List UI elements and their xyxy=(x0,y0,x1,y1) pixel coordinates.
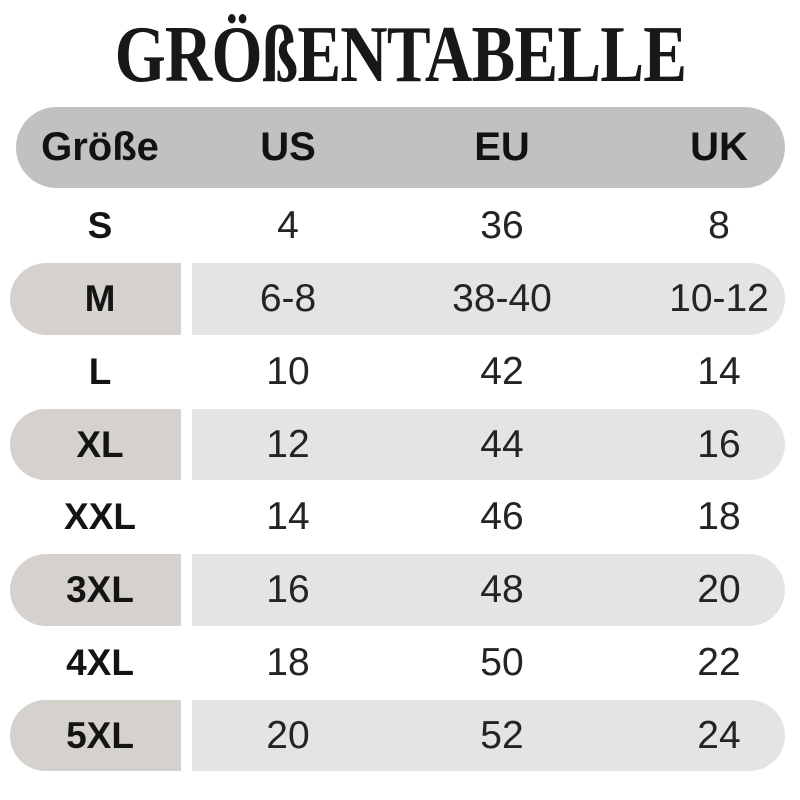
table-row-4xl: 4XL 18 50 22 xyxy=(0,627,800,700)
us-value: 12 xyxy=(266,422,310,466)
column-header-uk: UK xyxy=(690,125,748,169)
table-row-3xl: 3XL 16 48 20 xyxy=(0,554,800,627)
table-header-row: Größe US EU UK xyxy=(0,107,800,188)
eu-value: 42 xyxy=(480,349,524,393)
size-label: XL xyxy=(76,423,124,465)
size-pill-background xyxy=(10,408,181,481)
us-value: 20 xyxy=(266,713,310,757)
size-label: M xyxy=(84,278,116,320)
column-header-us: US xyxy=(260,125,316,169)
uk-value: 8 xyxy=(708,204,730,248)
table-row-5xl: 5XL 20 52 24 xyxy=(0,699,800,772)
row-band-background xyxy=(192,699,785,772)
uk-value: 22 xyxy=(697,640,741,684)
size-pill-background xyxy=(10,554,181,626)
row-band-background xyxy=(192,554,785,626)
us-value: 18 xyxy=(266,640,310,684)
table-row-xxl: XXL 14 46 18 xyxy=(0,481,800,554)
uk-value: 10-12 xyxy=(669,277,769,321)
header-cells: Größe US EU UK xyxy=(0,107,800,188)
eu-value: 38-40 xyxy=(452,277,552,321)
eu-value: 50 xyxy=(480,640,524,684)
uk-value: 20 xyxy=(697,568,741,612)
eu-value: 52 xyxy=(480,713,524,757)
table-row-l: L 10 42 14 xyxy=(0,336,800,409)
size-label: L xyxy=(88,350,112,392)
uk-value: 24 xyxy=(697,713,741,757)
page-title-wrap: GRÖßENTABELLE xyxy=(0,12,800,98)
table-body: S 4 36 8 M 6-8 38-40 10-12 L 10 42 14 XL… xyxy=(0,190,800,772)
table-row-s: S 4 36 8 xyxy=(0,190,800,263)
size-label: 3XL xyxy=(66,569,134,611)
uk-value: 14 xyxy=(697,349,741,393)
uk-value: 16 xyxy=(697,422,741,466)
us-value: 4 xyxy=(277,204,299,248)
uk-value: 18 xyxy=(697,495,741,539)
column-header-groesse: Größe xyxy=(41,125,159,169)
us-value: 14 xyxy=(266,495,310,539)
eu-value: 48 xyxy=(480,568,524,612)
page-title: GRÖßENTABELLE xyxy=(114,11,686,99)
eu-value: 36 xyxy=(480,204,524,248)
size-label: XXL xyxy=(64,496,136,538)
size-pill-background xyxy=(10,263,181,335)
us-value: 16 xyxy=(266,568,310,612)
size-label: 5XL xyxy=(66,714,134,756)
eu-value: 46 xyxy=(480,495,524,539)
column-header-eu: EU xyxy=(474,125,530,169)
table-row-xl: XL 12 44 16 xyxy=(0,408,800,481)
size-label: 4XL xyxy=(66,641,134,683)
us-value: 10 xyxy=(266,349,310,393)
us-value: 6-8 xyxy=(259,277,317,321)
size-label: S xyxy=(87,205,113,247)
row-band-background xyxy=(192,408,785,481)
table-row-m: M 6-8 38-40 10-12 xyxy=(0,263,800,336)
row-band-background xyxy=(192,263,785,335)
header-pill-background xyxy=(16,107,785,188)
size-pill-background xyxy=(10,699,181,772)
eu-value: 44 xyxy=(480,422,524,466)
